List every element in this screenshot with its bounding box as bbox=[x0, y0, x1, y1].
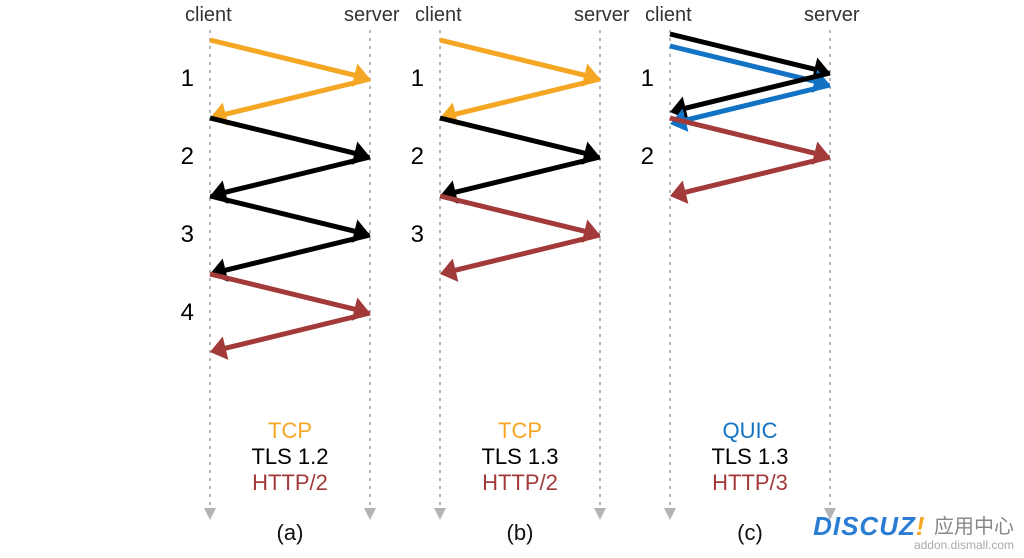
rtt-label-a-4: 4 bbox=[164, 299, 194, 327]
client-label-c: client bbox=[645, 4, 692, 27]
legend-c-0: QUIC bbox=[660, 418, 840, 444]
panel-label-a: (a) bbox=[270, 520, 310, 546]
watermark-cn: 应用中心 bbox=[934, 510, 1014, 539]
rtt-label-b-2: 2 bbox=[394, 143, 424, 171]
client-label-a: client bbox=[185, 4, 232, 27]
client-label-b: client bbox=[415, 4, 462, 27]
legend-c-1: TLS 1.3 bbox=[660, 444, 840, 470]
server-label-c: server bbox=[804, 4, 860, 27]
rtt-label-a-2: 2 bbox=[164, 143, 194, 171]
legend-b-2: HTTP/2 bbox=[430, 470, 610, 496]
legend-a-2: HTTP/2 bbox=[200, 470, 380, 496]
rtt-label-a-3: 3 bbox=[164, 221, 194, 249]
legend-b-1: TLS 1.3 bbox=[430, 444, 610, 470]
rtt-label-b-1: 1 bbox=[394, 65, 424, 93]
server-label-b: server bbox=[574, 4, 630, 27]
server-label-a: server bbox=[344, 4, 400, 27]
panel-label-b: (b) bbox=[500, 520, 540, 546]
legend-a-0: TCP bbox=[200, 418, 380, 444]
legend-b-0: TCP bbox=[430, 418, 610, 444]
legend-c-2: HTTP/3 bbox=[660, 470, 840, 496]
rtt-label-b-3: 3 bbox=[394, 221, 424, 249]
rtt-label-c-2: 2 bbox=[624, 143, 654, 171]
panel-label-c: (c) bbox=[730, 520, 770, 546]
protocol-handshake-diagram: clientserver1234TCPTLS 1.2HTTP/2(a)clien… bbox=[0, 0, 1024, 558]
watermark: DISCUZ! 应用中心 addon.dismall.com bbox=[813, 510, 1014, 552]
rtt-label-a-1: 1 bbox=[164, 65, 194, 93]
watermark-brand: DISCUZ! bbox=[813, 511, 925, 542]
rtt-label-c-1: 1 bbox=[624, 65, 654, 93]
legend-a-1: TLS 1.2 bbox=[200, 444, 380, 470]
